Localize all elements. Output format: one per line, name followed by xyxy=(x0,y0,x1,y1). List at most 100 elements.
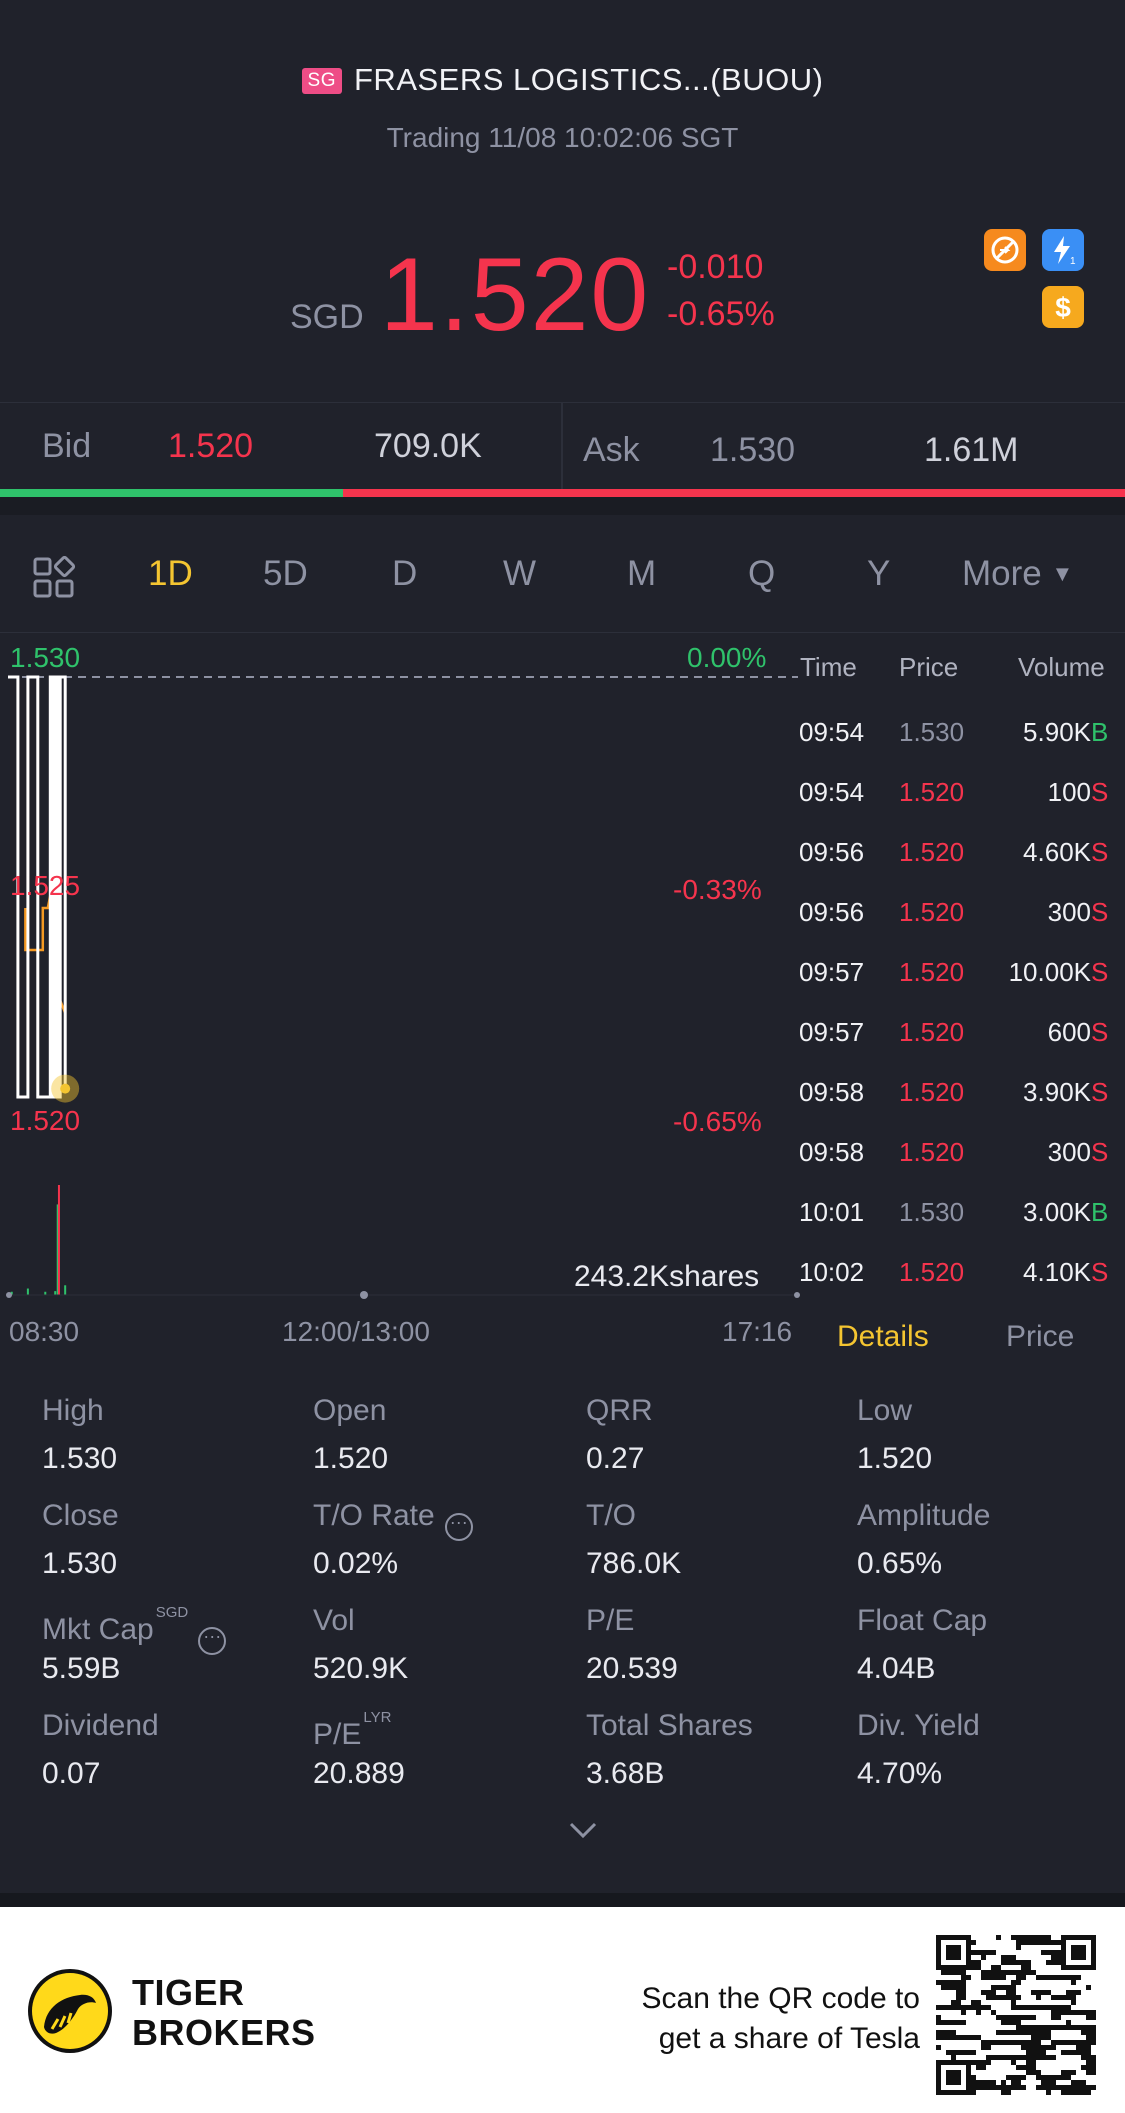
stat-value: 20.539 xyxy=(586,1652,678,1685)
lightning-1-icon[interactable]: 1 xyxy=(1042,229,1084,271)
intraday-chart[interactable] xyxy=(0,640,800,1340)
axis-dot-end xyxy=(794,1292,800,1298)
tab-day[interactable]: D xyxy=(392,554,418,593)
stock-name: FRASERS LOGISTICS...(BUOU) xyxy=(354,62,824,97)
trade-side: S xyxy=(1091,957,1109,987)
tab-year[interactable]: Y xyxy=(867,554,891,593)
bid-size: 709.0K xyxy=(374,427,482,465)
trades-header-volume: Volume xyxy=(1018,652,1105,682)
volume-label: 243.2Kshares xyxy=(574,1260,760,1293)
x-tick-close: 17:16 xyxy=(722,1316,793,1347)
stat-label-text: P/E xyxy=(586,1604,635,1637)
scan-message: Scan the QR code to get a share of Tesla xyxy=(560,1979,921,2059)
dollar-icon[interactable]: $ xyxy=(1042,286,1084,328)
trade-price: 1.520 xyxy=(899,1257,965,1287)
trade-price: 1.520 xyxy=(899,957,965,987)
more-label: More xyxy=(962,554,1042,593)
trading-status: Trading 11/08 10:02:06 SGT xyxy=(386,122,739,153)
stat-label: Mkt CapSGD ··· xyxy=(42,1604,227,1655)
stat-value: 3.68B xyxy=(586,1757,665,1790)
volume-bars xyxy=(10,1185,67,1295)
tab-1d[interactable]: 1D xyxy=(148,554,193,593)
stat-value: 786.0K xyxy=(586,1547,682,1580)
qr-code-icon xyxy=(936,1935,1096,2095)
tab-5d[interactable]: 5D xyxy=(263,554,308,593)
trade-side: S xyxy=(1091,1257,1109,1287)
stat-label-text: T/O Rate xyxy=(313,1499,435,1532)
y-tick-bottom: 1.520 xyxy=(10,1105,81,1136)
tab-quarter[interactable]: Q xyxy=(748,554,776,593)
trade-time: 09:57 xyxy=(799,1017,865,1047)
info-more-icon[interactable]: ··· xyxy=(198,1627,227,1655)
stat-label-text: T/O xyxy=(586,1499,636,1532)
promo-footer: TIGER BROKERS Scan the QR code to get a … xyxy=(0,1893,1125,2113)
stat-label: QRR xyxy=(586,1394,653,1428)
ask-size: 1.61M xyxy=(924,431,1019,469)
trade-price: 1.520 xyxy=(899,777,965,807)
y-tick-mid: 1.525 xyxy=(10,870,81,901)
stat-value: 0.27 xyxy=(586,1442,645,1475)
trade-volume: 4.60K xyxy=(1023,837,1091,867)
tab-month[interactable]: M xyxy=(627,554,657,593)
stat-label: T/O xyxy=(586,1499,636,1533)
expand-chevron-icon[interactable] xyxy=(567,1820,599,1845)
trade-side: B xyxy=(1091,717,1109,747)
volume-bar xyxy=(10,1291,13,1295)
trade-volume: 3.00K xyxy=(1023,1197,1091,1227)
tab-more[interactable]: More ▼ xyxy=(962,554,1073,594)
stat-label: P/ELYR xyxy=(313,1709,391,1752)
trade-side: B xyxy=(1091,1197,1109,1227)
scan-line-1: Scan the QR code to xyxy=(641,1982,921,2015)
trades-header-time: Time xyxy=(800,652,857,682)
stat-label-text: Dividend xyxy=(42,1709,159,1742)
volume-bar xyxy=(26,1288,29,1295)
info-more-icon[interactable]: ··· xyxy=(444,1513,473,1541)
svg-text:$: $ xyxy=(1055,292,1071,323)
chart-layout-icon[interactable] xyxy=(32,555,76,605)
tab-price-levels[interactable]: Price xyxy=(1006,1320,1075,1353)
trade-price: 1.520 xyxy=(899,897,965,927)
stat-label: Low xyxy=(857,1394,912,1428)
trade-time: 09:54 xyxy=(799,777,865,807)
trade-side: S xyxy=(1091,1077,1109,1107)
tiger-logo-icon xyxy=(26,1967,114,2060)
brand-line-1: TIGER xyxy=(132,1972,245,2013)
stat-label-sup: SGD xyxy=(155,1604,189,1621)
bid-ask-ratio-bar xyxy=(0,489,1125,497)
price-line xyxy=(8,675,67,1099)
trade-volume: 3.90K xyxy=(1023,1077,1091,1107)
pct-tick-top: 0.00% xyxy=(687,642,767,673)
stat-label: Amplitude xyxy=(857,1499,990,1533)
stat-label-text: Mkt Cap xyxy=(42,1613,154,1646)
stat-value: 4.04B xyxy=(857,1652,936,1685)
stat-label-text: Vol xyxy=(313,1604,355,1637)
stat-label-text: Close xyxy=(42,1499,119,1532)
stat-value: 1.520 xyxy=(857,1442,933,1475)
trade-volume: 4.10K xyxy=(1023,1257,1091,1287)
volume-bar xyxy=(56,1204,59,1295)
tab-details[interactable]: Details xyxy=(837,1320,929,1353)
trade-volume: 300 xyxy=(1047,897,1091,927)
trade-side: S xyxy=(1091,1137,1109,1167)
volume-bar xyxy=(64,1285,67,1295)
trade-side: S xyxy=(1091,837,1109,867)
no-short-icon[interactable] xyxy=(984,229,1026,271)
stat-value: 1.520 xyxy=(313,1442,389,1475)
market-badge: SG xyxy=(301,68,342,94)
trade-volume: 100 xyxy=(1047,777,1091,807)
stat-label-text: Float Cap xyxy=(857,1604,988,1637)
stat-label-text: QRR xyxy=(586,1394,653,1427)
x-tick-lunch: 12:00/13:00 xyxy=(282,1316,430,1347)
trade-side: S xyxy=(1091,1017,1109,1047)
tab-week[interactable]: W xyxy=(503,554,537,593)
stat-label-text: Low xyxy=(857,1394,913,1427)
trade-time: 10:01 xyxy=(799,1197,865,1227)
stat-label: Close xyxy=(42,1499,119,1533)
stat-value: 1.530 xyxy=(42,1547,118,1580)
volume-bar xyxy=(54,1291,57,1295)
trade-time: 10:02 xyxy=(799,1257,865,1287)
stat-label-text: Amplitude xyxy=(857,1499,991,1532)
bid-price: 1.520 xyxy=(168,427,254,465)
trade-time: 09:57 xyxy=(799,957,865,987)
bid-ask-divider xyxy=(561,403,563,491)
